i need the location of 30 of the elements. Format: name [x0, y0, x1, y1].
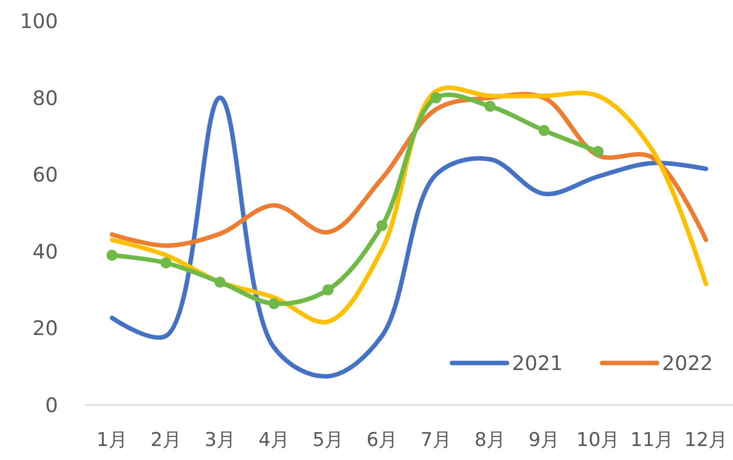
x-tick-label: 6月 [366, 429, 398, 451]
x-tick-label: 12月 [684, 429, 728, 451]
y-tick-label: 20 [32, 316, 58, 340]
legend-label: 2021 [512, 351, 563, 375]
x-tick-label: 9月 [528, 429, 560, 451]
point [268, 298, 280, 310]
x-tick-label: 3月 [204, 429, 236, 451]
point [106, 250, 118, 261]
y-tick-label: 80 [32, 86, 58, 110]
point [484, 100, 496, 112]
point [592, 146, 604, 158]
point [538, 124, 550, 136]
point [214, 276, 226, 288]
y-tick-label: 100 [20, 9, 58, 33]
point [376, 220, 388, 232]
x-tick-label: 2月 [150, 429, 182, 451]
y-tick-label: 40 [32, 239, 58, 264]
x-tick-label: 1月 [96, 429, 128, 451]
point [160, 257, 172, 268]
x-tick-label: 7月 [420, 429, 452, 451]
x-tick-label: 5月 [312, 429, 344, 451]
point [430, 92, 442, 104]
y-tick-label: 0 [45, 393, 58, 417]
point [322, 284, 334, 296]
legend-label: 2022 [662, 351, 713, 375]
x-tick-label: 11月 [630, 429, 674, 451]
x-tick-label: 10月 [576, 429, 620, 451]
x-tick-label: 8月 [474, 429, 506, 451]
x-tick-label: 4月 [258, 429, 290, 451]
y-tick-label: 60 [32, 162, 58, 187]
